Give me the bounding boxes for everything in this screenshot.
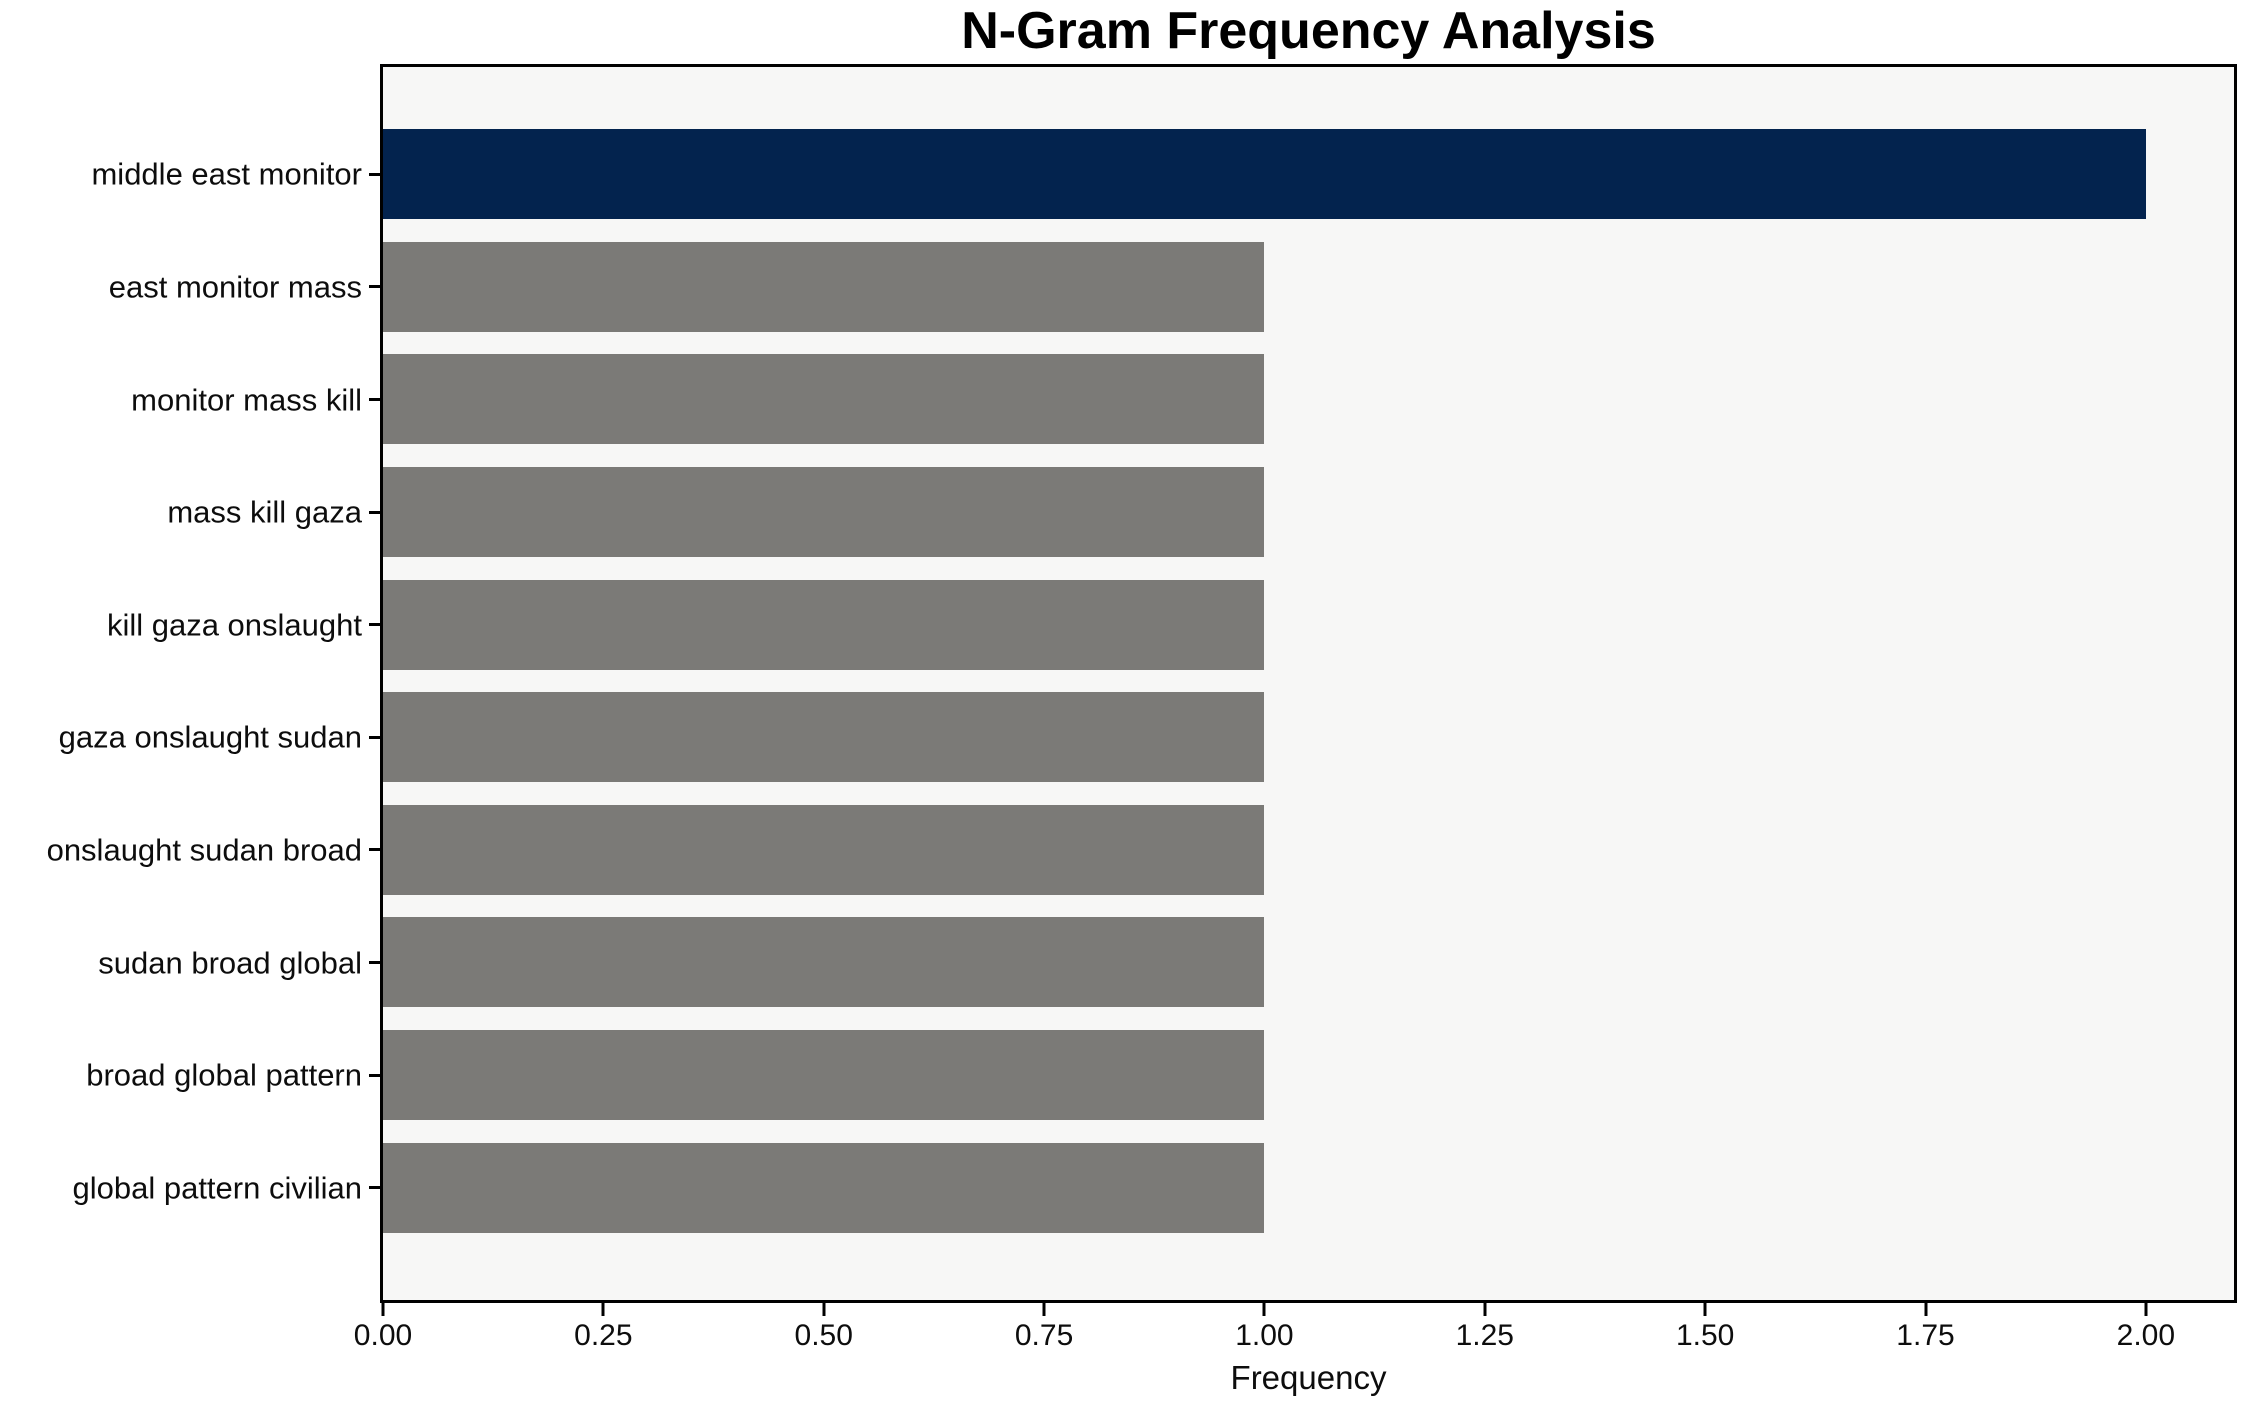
- bar-middle-east-monitor: [383, 129, 2146, 220]
- bar-row: [383, 906, 2234, 1019]
- x-tick: [1262, 1303, 1266, 1316]
- y-tick: [369, 1186, 380, 1190]
- y-tick: [369, 285, 380, 289]
- y-tick-label: monitor mass kill: [131, 382, 362, 417]
- bar-monitor-mass-kill: [383, 354, 1265, 445]
- bar-row: [383, 1019, 2234, 1132]
- x-tick-label: 1.25: [1455, 1319, 1514, 1352]
- x-tick-label: 2.00: [2116, 1319, 2176, 1352]
- x-tick: [822, 1303, 826, 1316]
- bars-container: [383, 67, 2234, 1300]
- y-tick: [369, 623, 380, 627]
- x-tick-label: 1.00: [1235, 1319, 1294, 1352]
- bar-sudan-broad-global: [383, 917, 1265, 1008]
- y-tick-label: onslaught sudan broad: [46, 832, 362, 868]
- x-tick: [2144, 1303, 2148, 1316]
- y-tick: [369, 172, 380, 176]
- bar-onslaught-sudan-broad: [383, 804, 1265, 895]
- bar-east-monitor-mass: [383, 241, 1265, 332]
- y-tick-label: sudan broad global: [98, 945, 362, 980]
- bar-row: [383, 568, 2234, 681]
- x-tick-label: 0.00: [353, 1319, 413, 1352]
- bar-row: [383, 1131, 2234, 1244]
- y-tick-label: mass kill gaza: [167, 494, 362, 530]
- y-tick: [369, 961, 380, 964]
- plot-area: [380, 64, 2237, 1303]
- x-tick: [1703, 1303, 1707, 1316]
- bar-row: [383, 456, 2234, 569]
- y-tick: [369, 848, 380, 852]
- bar-row: [383, 343, 2234, 456]
- bar-global-pattern-civilian: [383, 1142, 1265, 1233]
- x-axis-title: Frequency: [1230, 1359, 1387, 1396]
- x-tick: [1924, 1303, 1927, 1316]
- y-tick-label: kill gaza onslaught: [106, 607, 362, 643]
- x-tick: [601, 1303, 605, 1316]
- bar-broad-global-pattern: [383, 1030, 1265, 1121]
- x-tick: [1483, 1303, 1487, 1316]
- bar-row: [383, 118, 2234, 231]
- x-tick-label: 1.50: [1675, 1319, 1735, 1352]
- y-tick: [369, 398, 380, 401]
- bar-mass-kill-gaza: [383, 467, 1265, 558]
- y-tick-label: global pattern civilian: [72, 1170, 362, 1206]
- y-tick: [369, 510, 380, 514]
- y-tick-label: middle east monitor: [91, 156, 362, 192]
- x-tick: [1042, 1303, 1046, 1316]
- x-tick-label: 1.75: [1896, 1319, 1955, 1352]
- x-tick: [381, 1303, 385, 1316]
- bar-row: [383, 794, 2234, 907]
- bar-row: [383, 681, 2234, 794]
- x-tick-label: 0.50: [794, 1319, 853, 1352]
- bar-gaza-onslaught-sudan: [383, 692, 1265, 783]
- bar-row: [383, 231, 2234, 344]
- y-tick-label: broad global pattern: [86, 1057, 362, 1093]
- bar-kill-gaza-onslaught: [383, 579, 1265, 670]
- chart-title: N-Gram Frequency Analysis: [961, 2, 1656, 60]
- y-tick: [369, 1073, 380, 1077]
- y-tick-label: gaza onslaught sudan: [58, 719, 362, 755]
- x-tick-label: 0.75: [1014, 1319, 1074, 1352]
- x-tick-label: 0.25: [574, 1319, 633, 1352]
- y-tick-label: east monitor mass: [108, 269, 362, 305]
- y-tick: [369, 735, 380, 739]
